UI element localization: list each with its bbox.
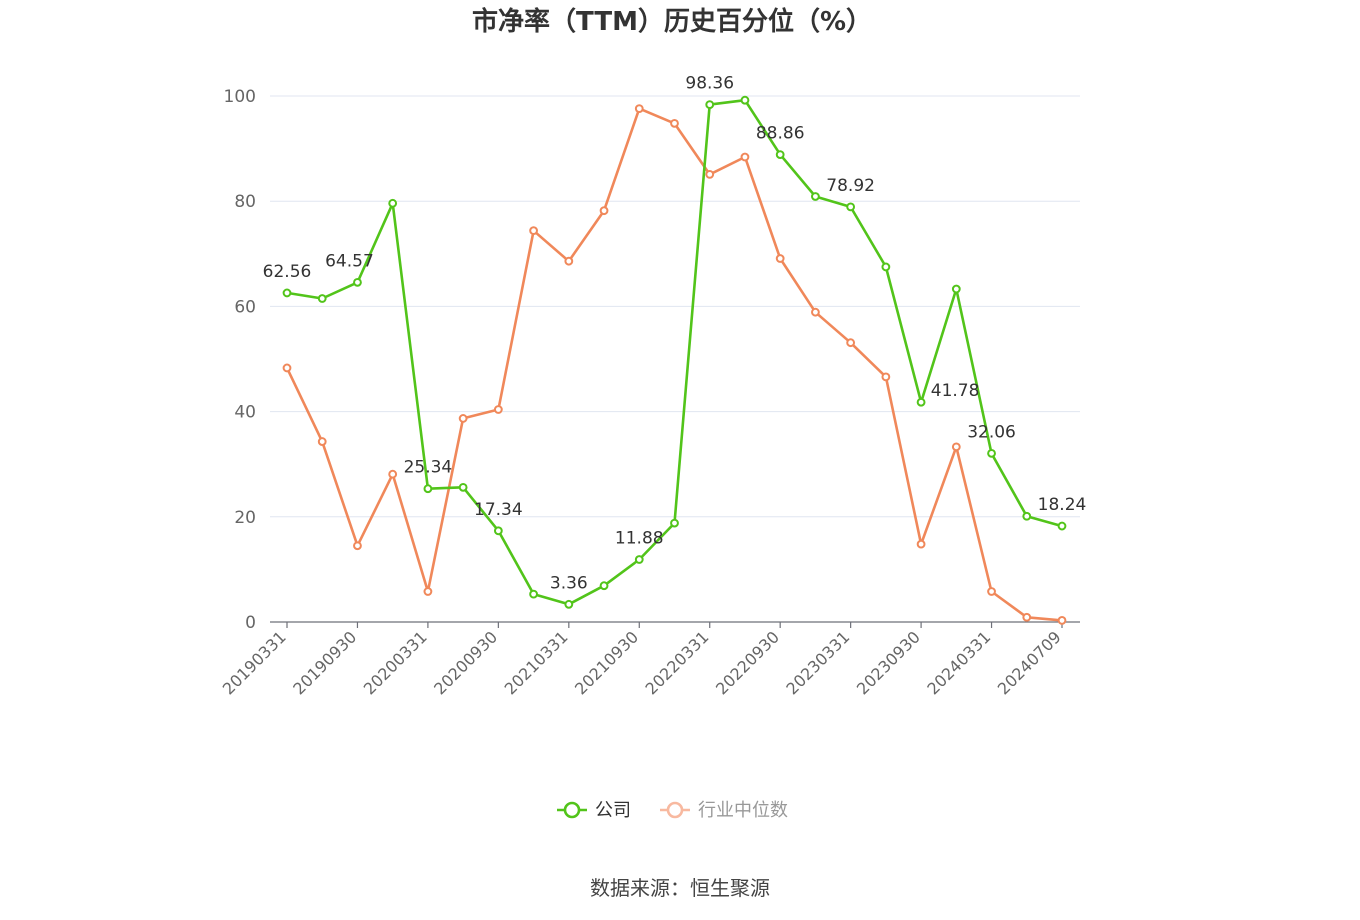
data-point[interactable] [740, 95, 750, 105]
data-point[interactable] [634, 104, 644, 114]
x-tick-label: 20200331 [360, 627, 431, 698]
data-point[interactable] [670, 518, 679, 528]
data-point[interactable] [317, 294, 327, 303]
data-label: 41.78 [931, 381, 980, 401]
data-label: 32.06 [967, 422, 1016, 442]
data-point[interactable] [423, 484, 433, 494]
y-tick-label: 20 [234, 508, 256, 528]
x-tick-label: 20190331 [219, 627, 290, 698]
y-tick-label: 40 [234, 403, 256, 423]
data-point[interactable] [458, 482, 468, 492]
data-label: 17.34 [474, 500, 523, 520]
data-point[interactable] [775, 254, 785, 263]
data-point[interactable] [916, 397, 926, 407]
x-tick-label: 20230331 [782, 627, 853, 698]
data-point[interactable] [458, 414, 468, 423]
data-label: 98.36 [685, 74, 734, 94]
data-label: 11.88 [615, 529, 664, 549]
data-point[interactable] [282, 288, 292, 298]
data-label: 78.92 [826, 176, 875, 196]
data-label: 64.57 [325, 251, 374, 271]
data-point[interactable] [599, 581, 609, 591]
data-label: 25.34 [404, 458, 453, 478]
y-tick-label: 100 [224, 87, 256, 107]
data-point[interactable] [1057, 616, 1067, 625]
chart-title: 市净率（TTM）历史百分位（%） [472, 6, 872, 37]
data-point[interactable] [951, 442, 961, 452]
x-tick-label: 20240709 [994, 627, 1065, 698]
data-point[interactable] [493, 405, 503, 414]
legend-item-company[interactable]: 公司 [557, 800, 631, 821]
data-point[interactable] [881, 262, 891, 272]
data-point[interactable] [916, 539, 926, 549]
data-point[interactable] [282, 363, 292, 373]
data-source-note: 数据来源：恒生聚源 [590, 876, 770, 900]
x-tick-label: 20230930 [853, 627, 924, 698]
data-label-layer: 62.56 64.57 25.34 17.34 3.36 11.88 98.36 88.86 7… [263, 74, 1087, 594]
y-tick-label: 80 [234, 192, 256, 212]
data-label: 62.56 [263, 262, 312, 282]
y-tick-label: 60 [234, 297, 256, 317]
data-point[interactable] [353, 541, 362, 551]
data-point[interactable] [811, 307, 820, 317]
x-tick-label: 20220331 [642, 627, 713, 698]
series-line [285, 107, 1063, 622]
legend-item-industry[interactable]: 行业中位数 [660, 800, 788, 821]
legend[interactable]: 公司 行业中位数 [557, 800, 788, 821]
data-point[interactable] [388, 198, 398, 208]
data-point[interactable] [987, 587, 996, 596]
data-point[interactable] [634, 555, 644, 564]
data-point[interactable] [846, 338, 856, 348]
x-tick-label: 20210930 [571, 627, 642, 698]
data-label: 3.36 [550, 573, 588, 593]
data-point[interactable] [353, 277, 362, 287]
x-tick-label: 20200930 [430, 627, 501, 698]
x-tick-label: 20210331 [501, 627, 572, 698]
x-tick-label: 20190930 [289, 627, 360, 698]
data-point[interactable] [846, 202, 856, 212]
data-point[interactable] [705, 100, 715, 110]
data-point[interactable] [705, 169, 715, 179]
data-point[interactable] [564, 599, 574, 609]
legend-label: 行业中位数 [698, 800, 788, 821]
data-point[interactable] [564, 256, 574, 266]
data-point[interactable] [987, 448, 996, 458]
data-point[interactable] [775, 150, 785, 159]
data-label: 18.24 [1038, 495, 1087, 515]
data-point[interactable] [1022, 511, 1032, 521]
data-label: 88.86 [756, 124, 805, 144]
data-point[interactable] [811, 192, 820, 201]
data-point[interactable] [529, 226, 538, 236]
y-tick-label: 0 [245, 613, 256, 633]
legend-marker-icon [563, 801, 581, 819]
data-point[interactable] [881, 372, 891, 382]
data-point[interactable] [423, 587, 433, 596]
x-tick-label: 20240331 [923, 627, 994, 698]
data-point[interactable] [951, 284, 961, 294]
series-line [286, 98, 1063, 606]
legend-label: 公司 [595, 800, 631, 821]
x-tick-label: 20220930 [712, 627, 783, 698]
data-point[interactable] [493, 526, 503, 536]
data-point[interactable] [1057, 521, 1067, 531]
data-point[interactable] [388, 469, 398, 479]
data-point[interactable] [670, 118, 679, 128]
series-layer [282, 95, 1067, 625]
data-point[interactable] [317, 437, 327, 446]
data-point[interactable] [1022, 612, 1032, 622]
data-point[interactable] [740, 152, 750, 162]
data-point[interactable] [529, 589, 538, 599]
data-point[interactable] [599, 206, 609, 216]
legend-marker-icon [666, 801, 684, 819]
